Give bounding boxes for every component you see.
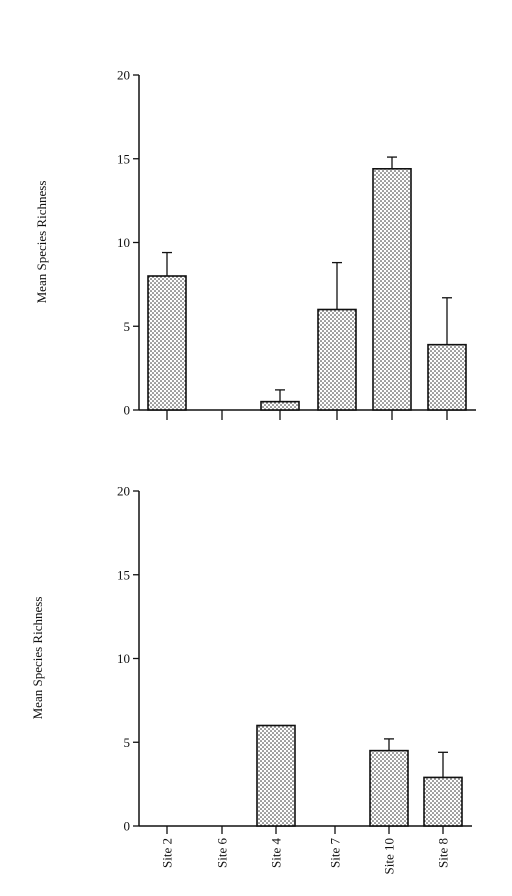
bottom-y-tick-label: 0 (124, 819, 131, 834)
bottom-y-tick-label: 20 (117, 484, 130, 499)
top-y-tick-label: 10 (117, 235, 130, 250)
bottom-chart: Mean Species Richness 0 5 10 15 20 Site 2 Site… (30, 484, 472, 874)
top-bar (260, 400, 300, 411)
bottom-y-tick-label: 5 (124, 735, 131, 750)
top-y-axis-title: Mean Species Richness (34, 181, 49, 304)
bottom-category-label: Site 4 (269, 838, 284, 868)
top-chart: Mean Species Richness 0 5 10 15 20 (34, 68, 476, 420)
top-y-tick-label: 15 (117, 151, 130, 166)
top-bar (427, 343, 467, 411)
bottom-category-label: Site 7 (328, 838, 343, 868)
bottom-y-axis-title: Mean Species Richness (30, 597, 45, 720)
bottom-category-label: Site 2 (160, 838, 175, 868)
bottom-category-label: Site 8 (436, 838, 451, 868)
bottom-bar (256, 724, 296, 827)
top-bar (147, 275, 187, 411)
top-bar (317, 308, 357, 411)
bottom-y-tick-label: 10 (117, 651, 130, 666)
top-y-tick-label: 5 (124, 319, 131, 334)
bottom-category-label: Site 10 (382, 838, 397, 874)
bottom-y-tick-label: 15 (117, 567, 130, 582)
top-bar (372, 168, 412, 411)
bottom-bar (423, 776, 463, 827)
top-y-tick-label: 20 (117, 68, 130, 83)
bottom-bar (369, 749, 409, 827)
bottom-category-label: Site 6 (215, 838, 230, 868)
top-y-tick-label: 0 (124, 403, 131, 418)
